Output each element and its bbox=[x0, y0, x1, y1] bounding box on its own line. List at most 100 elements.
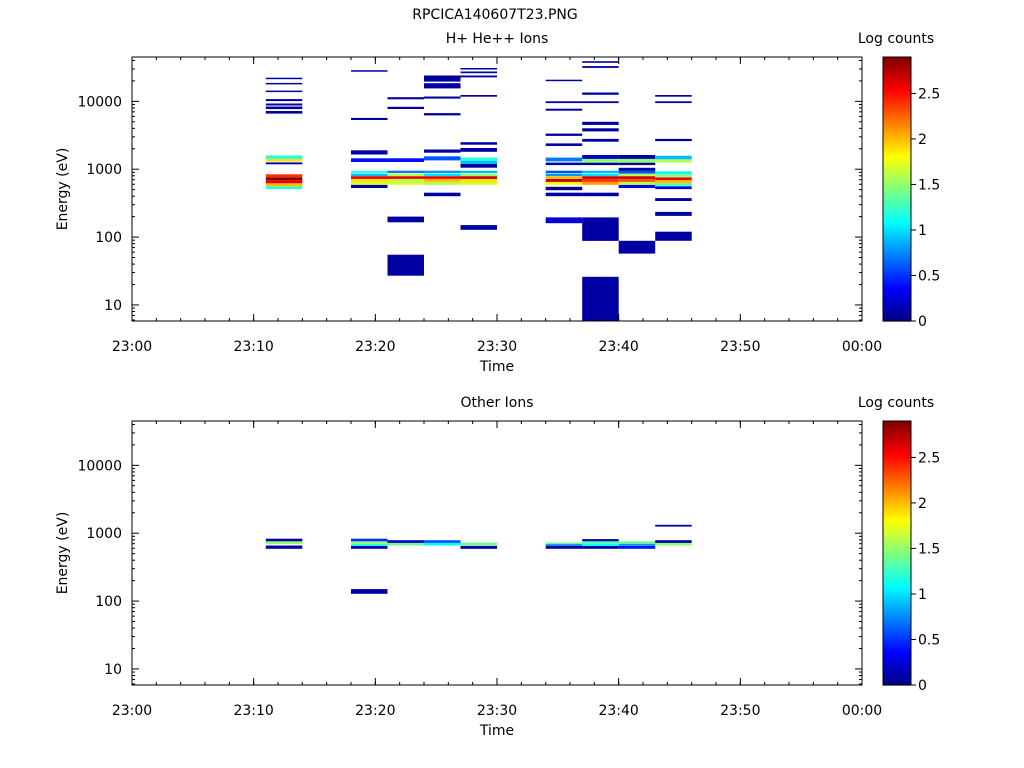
colorbar-segment bbox=[883, 583, 911, 587]
colorbar-tick-label: 0.5 bbox=[918, 268, 940, 284]
colorbar-segment bbox=[883, 678, 911, 682]
heatmap-cell bbox=[655, 186, 692, 190]
colorbar-segment bbox=[883, 137, 911, 141]
colorbar-segment bbox=[883, 550, 911, 554]
heatmap-cell bbox=[618, 158, 656, 163]
colorbar-segment bbox=[883, 621, 911, 624]
colorbar-segment bbox=[883, 269, 911, 273]
colorbar-segment bbox=[883, 520, 911, 523]
colorbar-segment bbox=[883, 288, 911, 291]
colorbar-segment bbox=[883, 668, 911, 672]
heatmap-cell bbox=[265, 99, 303, 102]
heatmap-cell bbox=[387, 216, 424, 223]
colorbar-tick-label: 2.5 bbox=[918, 450, 940, 466]
heatmap-cell bbox=[582, 276, 619, 321]
heatmap-cell bbox=[618, 181, 656, 185]
colorbar-segment bbox=[883, 172, 911, 176]
colorbar-segment bbox=[883, 522, 911, 525]
colorbar-segment bbox=[883, 600, 911, 604]
colorbar-segment bbox=[883, 285, 911, 289]
heatmap-cell bbox=[424, 192, 461, 197]
colorbar-segment bbox=[883, 491, 911, 494]
colorbar-segment bbox=[883, 248, 911, 252]
colorbar-segment bbox=[883, 608, 911, 612]
colorbar-segment bbox=[883, 472, 911, 476]
colorbar-segment bbox=[883, 77, 911, 81]
colorbar-segment bbox=[883, 629, 911, 632]
heatmap-cell bbox=[545, 133, 583, 136]
colorbar-segment bbox=[883, 571, 911, 575]
panels: H+ He++ Ions 23:00 23:10 23:20 23:30 23:40 23:… bbox=[55, 31, 940, 739]
heatmap-cell bbox=[655, 174, 692, 178]
heatmap-cell bbox=[618, 184, 656, 188]
colorbar-segment bbox=[883, 487, 911, 490]
colorbar-segment bbox=[883, 186, 911, 190]
heatmap-cell bbox=[582, 155, 619, 159]
colorbar-segment bbox=[883, 662, 911, 665]
colorbar-segment bbox=[883, 131, 911, 134]
colorbar-segment bbox=[883, 447, 911, 451]
colorbar-segment bbox=[883, 515, 911, 519]
colorbar-segment bbox=[883, 575, 911, 579]
colorbar-segment bbox=[883, 598, 911, 602]
heatmap-cell bbox=[618, 167, 656, 171]
colorbar-segment bbox=[883, 474, 911, 478]
colorbar-segment bbox=[883, 546, 911, 550]
heatmap-cell bbox=[582, 545, 619, 549]
heatmap-cell bbox=[460, 75, 497, 78]
heatmap-cell bbox=[460, 173, 497, 177]
colorbar-segment bbox=[883, 445, 911, 449]
colorbar-segment bbox=[883, 96, 911, 99]
heatmap-cell bbox=[655, 211, 692, 216]
heatmap-cell bbox=[387, 254, 424, 276]
heatmap-cell bbox=[424, 173, 461, 177]
heatmap-cell bbox=[582, 192, 619, 197]
x-tick-label: 23:10 bbox=[233, 339, 273, 355]
colorbar-tick-label: 2.5 bbox=[918, 86, 940, 102]
colorbar-segment bbox=[883, 242, 911, 246]
colorbar-segment bbox=[883, 61, 911, 64]
colorbar-segment bbox=[883, 641, 911, 645]
heatmap-cell bbox=[460, 225, 497, 230]
colorbar-segment bbox=[883, 466, 911, 470]
colorbar-segment bbox=[883, 79, 911, 83]
colorbar-segment bbox=[883, 425, 911, 428]
heatmap-cell bbox=[655, 524, 692, 527]
colorbar-segment bbox=[883, 71, 911, 75]
colorbar-segment bbox=[883, 563, 911, 566]
colorbar-segment bbox=[883, 290, 911, 293]
colorbar-segment bbox=[883, 195, 911, 198]
colorbar-segment bbox=[883, 495, 911, 498]
heatmap-cell bbox=[618, 155, 656, 159]
y-axis-label: Energy (eV) bbox=[55, 148, 71, 231]
heatmap-cell bbox=[545, 542, 583, 545]
colorbar-segment bbox=[883, 674, 911, 678]
x-tick-label: 00:00 bbox=[842, 339, 882, 355]
colorbar-segment bbox=[883, 139, 911, 143]
colorbar-segment bbox=[883, 279, 911, 283]
colorbar: 0 0.5 1 1.5 2 2.5 Log counts bbox=[858, 395, 940, 694]
colorbar-segment bbox=[883, 81, 911, 85]
y-tick-label: 100 bbox=[95, 230, 122, 246]
colorbar-segment bbox=[883, 199, 911, 202]
colorbar-segment bbox=[883, 85, 911, 89]
colorbar-segment bbox=[883, 633, 911, 637]
colorbar-segment bbox=[883, 499, 911, 503]
heatmap-cell bbox=[424, 178, 461, 182]
colorbar-segment bbox=[883, 639, 911, 643]
x-axis-label: Time bbox=[479, 723, 514, 739]
heatmap-cell bbox=[460, 157, 497, 161]
colorbar-segment bbox=[883, 534, 911, 538]
colorbar-segment bbox=[883, 660, 911, 663]
colorbar-segment bbox=[883, 631, 911, 635]
colorbar-segment bbox=[883, 298, 911, 301]
colorbar-segment bbox=[883, 544, 911, 548]
colorbar-segment bbox=[883, 548, 911, 552]
colorbar-segment bbox=[883, 176, 911, 180]
heatmap-cell bbox=[460, 68, 497, 70]
colorbar-segment bbox=[883, 294, 911, 297]
colorbar-segment bbox=[883, 588, 911, 591]
colorbar-segment bbox=[883, 482, 911, 486]
heatmap-cell bbox=[545, 192, 583, 197]
heatmap-cell bbox=[618, 173, 656, 177]
